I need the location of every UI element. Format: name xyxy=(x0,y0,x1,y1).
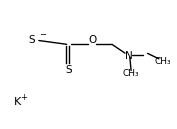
Text: S: S xyxy=(66,65,72,75)
Text: −: − xyxy=(39,30,46,39)
Text: CH₃: CH₃ xyxy=(155,58,171,66)
Text: K: K xyxy=(13,97,21,107)
Text: CH₃: CH₃ xyxy=(123,69,139,78)
Text: N: N xyxy=(125,51,132,61)
Text: S: S xyxy=(28,35,35,45)
Text: +: + xyxy=(21,93,27,102)
Text: O: O xyxy=(88,35,96,45)
